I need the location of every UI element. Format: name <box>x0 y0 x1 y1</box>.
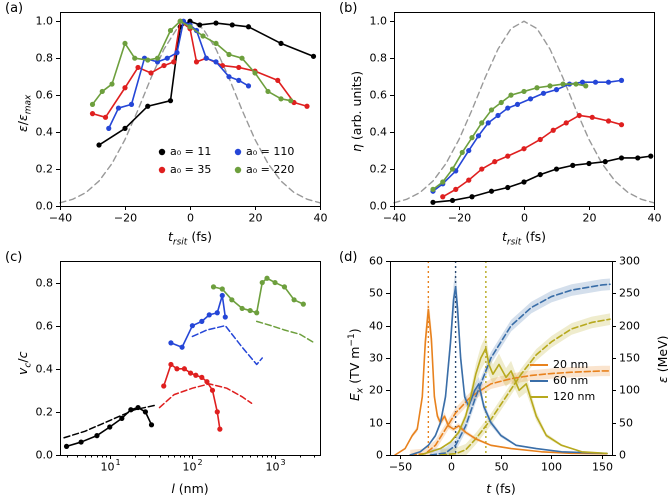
panel-a: (a) ε/εmax trsit (fs) <box>0 0 334 250</box>
panel-b-ylabel: η (arb. units) <box>349 70 364 152</box>
panel-b-xlabel: trsit (fs) <box>502 228 546 248</box>
panel-d-plot <box>334 249 668 499</box>
panel-b: (b) η (arb. units) trsit (fs) <box>334 0 668 250</box>
panel-d-letter: (d) <box>339 250 358 265</box>
panel-a-plot <box>0 0 334 250</box>
panel-d: (d) Ex (TV m−1) ε (MeV) t (fs) <box>334 249 668 499</box>
panel-c-plot <box>0 249 334 499</box>
panel-a-xlabel: trsit (fs) <box>168 228 212 248</box>
panel-c: (c) vc/c l (nm) <box>0 249 334 499</box>
panel-d-xlabel: t (fs) <box>486 481 516 496</box>
panel-d-ylabel: Ex (TV m−1) <box>347 328 366 401</box>
panel-a-letter: (a) <box>5 1 24 16</box>
panel-d-right-ylabel: ε (MeV) <box>655 335 668 383</box>
panel-c-ylabel: vc/c <box>15 351 34 375</box>
panel-c-letter: (c) <box>5 250 23 265</box>
panel-b-letter: (b) <box>339 1 358 16</box>
panel-a-ylabel: ε/εmax <box>15 94 34 132</box>
panel-c-xlabel: l (nm) <box>171 481 209 496</box>
panel-b-plot <box>334 0 668 250</box>
